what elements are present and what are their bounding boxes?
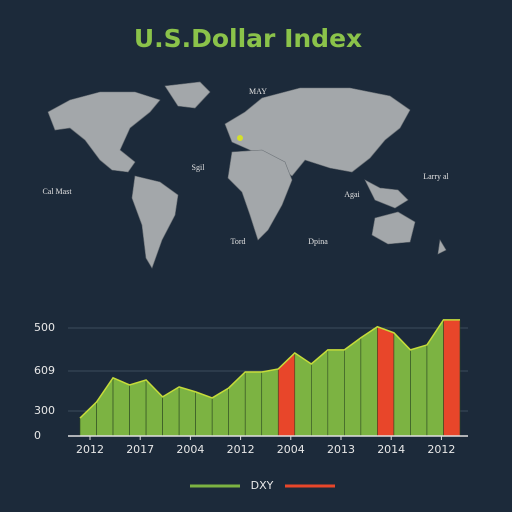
map-label: Larry al	[423, 172, 449, 181]
x-tick-label: 2012	[427, 443, 455, 456]
y-tick-label: 0	[34, 429, 41, 442]
bar-segment	[261, 368, 279, 437]
bar-segment	[294, 352, 312, 437]
y-tick-label: 500	[34, 321, 55, 334]
map-label: Cal Mast	[42, 187, 72, 196]
bar-segment	[410, 344, 428, 437]
y-tick-label: 609	[34, 364, 55, 377]
highlight	[237, 135, 243, 141]
bar-segment	[129, 379, 147, 437]
bar-segment	[244, 371, 263, 437]
bar-segment	[195, 391, 213, 437]
bar-segment	[178, 386, 196, 437]
legend-label: DXY	[251, 479, 274, 492]
bar-segment	[443, 319, 461, 437]
y-tick-label: 300	[34, 404, 55, 417]
map-label: Agai	[344, 190, 360, 199]
chart-title: U.S.Dollar Index	[134, 24, 362, 53]
x-tick-label: 2012	[76, 443, 104, 456]
map-label: Tord	[231, 237, 246, 246]
line	[79, 319, 460, 419]
map-label: MAY	[249, 87, 267, 96]
x-tick-label: 2017	[126, 443, 154, 456]
map-label: Sgil	[192, 163, 206, 172]
x-tick-label: 2004	[277, 443, 305, 456]
x-tick-label: 2013	[327, 443, 355, 456]
map-label: Dpina	[308, 237, 328, 246]
bar-segment	[360, 326, 378, 437]
world-map	[47, 81, 447, 269]
x-tick-label: 2004	[176, 443, 204, 456]
bar-segment	[377, 326, 395, 437]
bar-segment	[112, 377, 130, 437]
x-tick-label: 2012	[227, 443, 255, 456]
bar-segment	[344, 337, 362, 437]
bar-segment	[327, 349, 345, 437]
x-tick-label: 2014	[377, 443, 405, 456]
